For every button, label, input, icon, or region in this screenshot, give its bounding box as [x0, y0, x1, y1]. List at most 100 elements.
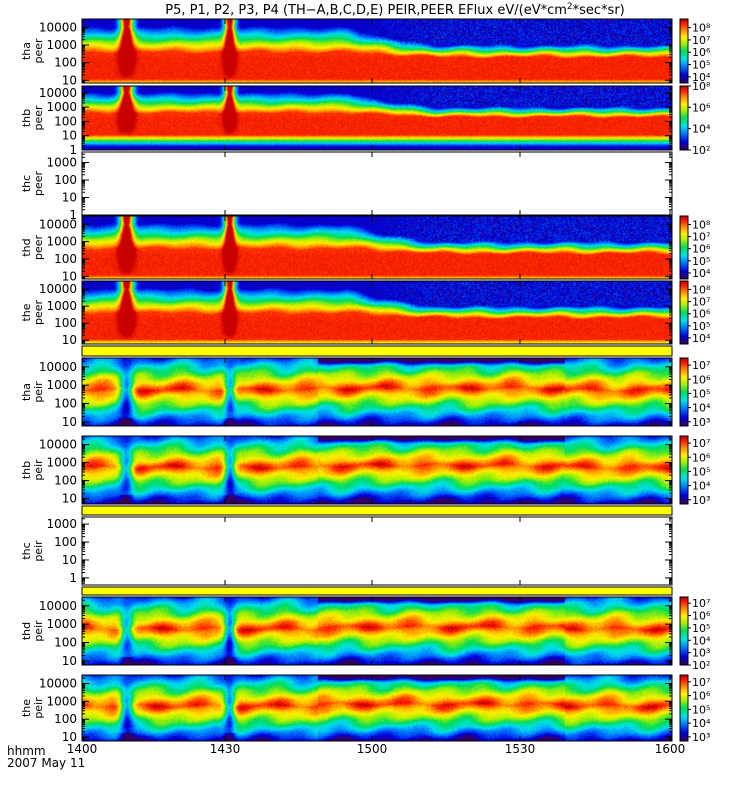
spectrogram-thb-peir: [82, 436, 672, 504]
species-label: peer: [32, 38, 45, 64]
colorbar-tha-peer: [680, 19, 688, 83]
y-tick-label: 1000: [46, 156, 77, 170]
colorbar-tick-label: 10⁴: [692, 71, 711, 84]
colorbar-tick-label: 10⁶: [692, 690, 711, 703]
species-label: peer: [32, 171, 45, 197]
spectrogram-canvas: [82, 436, 672, 504]
species-label: peir: [32, 381, 45, 403]
colorbar-frame: [679, 18, 689, 84]
panel-label: thdpeir: [20, 620, 45, 642]
y-tick-label: 10000: [39, 86, 77, 100]
colorbar-tick-label: 10⁴: [692, 717, 711, 730]
y-tick-label: 1000: [46, 38, 77, 52]
colorbar-tick-label: 10⁷: [692, 437, 710, 450]
y-tick-label: 100: [54, 173, 77, 187]
colorbar-tick-label: 10⁷: [692, 676, 710, 689]
chart-title: P5, P1, P2, P3, P4 (TH−A,B,C,D,E) PEIR,P…: [165, 2, 625, 18]
spectrogram-canvas: [82, 216, 672, 279]
y-tick-label: 100: [54, 535, 77, 549]
y-tick-label: 100: [54, 252, 77, 266]
panel-label: thapeer: [20, 38, 45, 64]
colorbar-frame: [679, 674, 689, 742]
x-tick-label: 1530: [505, 742, 536, 756]
y-tick-label: 10: [62, 553, 77, 567]
probe-label: thc: [20, 542, 33, 559]
colorbar-tick-label: 10³: [692, 731, 710, 744]
colorbar-tick-label: 10⁸: [692, 218, 711, 231]
colorbar-tick-label: 10³: [692, 647, 710, 660]
spectrogram-canvas: [82, 597, 672, 665]
y-tick-label: 1000: [46, 100, 77, 114]
panel-label: thcpeir: [20, 540, 45, 562]
panel-frame: [81, 85, 673, 151]
colorbar-tick-label: 10⁷: [692, 359, 710, 372]
colorbar-tick-label: 10⁵: [692, 320, 710, 333]
probe-label: tha: [20, 42, 33, 60]
panel-label: thbpeer: [20, 105, 45, 131]
panels-group: 10⁴10⁵10⁶10⁷10⁸10100100010000thapeer10²1…: [20, 18, 711, 744]
y-tick-label: 1: [69, 571, 77, 585]
colorbar-canvas: [680, 675, 688, 741]
colorbar-frame: [679, 215, 689, 280]
spectrogram-canvas: [82, 281, 672, 344]
colorbar-tick-label: 10⁴: [692, 634, 711, 647]
colorbar-frame: [679, 357, 689, 427]
colorbar-the-peer: [680, 281, 688, 344]
y-tick-label: 100: [54, 474, 77, 488]
panel-label: thapeir: [20, 381, 45, 403]
colorbar-tick-label: 10⁵: [692, 59, 710, 72]
y-tick-label: 10000: [39, 217, 77, 231]
colorbar-tick-label: 10⁶: [692, 373, 711, 386]
y-tick-label: 10: [62, 415, 77, 429]
title-prefix: P5, P1, P2, P3, P4 (TH−A,B,C,D,E) PEIR,P…: [165, 3, 567, 18]
colorbar-canvas: [680, 436, 688, 504]
species-label: peer: [32, 105, 45, 131]
colorbar-tick-label: 10⁶: [692, 610, 711, 623]
y-tick-label: 10000: [39, 599, 77, 613]
panel-frame: [81, 215, 673, 280]
y-tick-label: 10000: [39, 20, 77, 34]
colorbar-canvas: [680, 86, 688, 150]
spectrogram-the-peir: [82, 675, 672, 741]
colorbar-tick-label: 10⁸: [692, 80, 711, 93]
colorbar-tick-label: 10⁵: [692, 465, 710, 478]
probe-label: thb: [20, 109, 33, 127]
colorbar-tick-label: 10⁸: [692, 283, 711, 296]
separator-bar: [81, 586, 673, 596]
spectrogram-thb-peer: [82, 86, 672, 150]
panel-frame: [81, 516, 673, 586]
spectrogram-canvas: [82, 358, 672, 426]
y-tick-label: 100: [54, 56, 77, 70]
colorbar-tick-label: 10⁴: [692, 267, 711, 280]
species-label: peer: [32, 300, 45, 326]
panel-label: thepeir: [20, 697, 45, 719]
x-tick-label: 1500: [357, 742, 388, 756]
x-tick-label: 1600: [655, 742, 686, 756]
species-label: peer: [32, 235, 45, 261]
colorbar-tick-label: 10²: [692, 659, 710, 672]
y-tick-label: 1000: [46, 235, 77, 249]
y-tick-label: 1000: [46, 694, 77, 708]
colorbar-canvas: [680, 216, 688, 279]
colorbar-frame: [679, 435, 689, 505]
colorbar-tick-label: 10⁵: [692, 622, 710, 635]
colorbar-tha-peir: [680, 358, 688, 426]
colorbar-tick-label: 10⁷: [692, 34, 710, 47]
title-superscript: 2: [567, 2, 573, 12]
probe-label: the: [20, 303, 33, 321]
y-tick-label: 100: [54, 114, 77, 128]
panel-label: thbpeir: [20, 459, 45, 481]
panel-frame: [81, 151, 673, 216]
colorbar-tick-label: 10⁴: [692, 123, 711, 136]
date-label: 2007 May 11: [7, 756, 85, 770]
spectrogram-canvas: [82, 19, 672, 83]
separator-bar: [81, 505, 673, 516]
y-tick-label: 10: [62, 73, 77, 87]
